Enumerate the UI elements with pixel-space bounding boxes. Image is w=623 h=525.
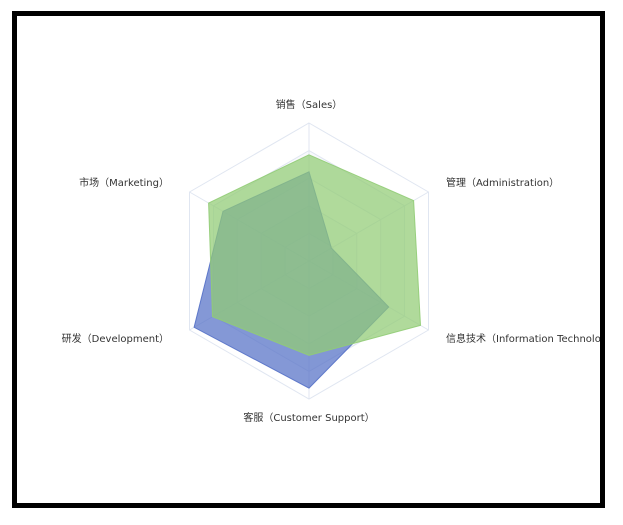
indicator-label-sales: 销售（Sales） <box>276 98 343 111</box>
indicator-label-information-technology: 信息技术（Information Technology） <box>446 332 600 345</box>
chart-frame: 销售（Sales） 管理（Administration） 信息技术（Inform… <box>12 11 605 508</box>
indicator-label-administration: 管理（Administration） <box>446 176 559 189</box>
indicator-label-development: 研发（Development） <box>62 332 169 345</box>
radar-axis-labels: 销售（Sales） 管理（Administration） 信息技术（Inform… <box>62 98 600 424</box>
radar-series-layer <box>193 154 422 389</box>
indicator-label-customer-support: 客服（Customer Support） <box>243 411 374 424</box>
radar-series-2-area[interactable] <box>208 154 422 356</box>
radar-chart: 销售（Sales） 管理（Administration） 信息技术（Inform… <box>62 98 600 424</box>
indicator-label-marketing: 市场（Marketing） <box>79 176 169 189</box>
